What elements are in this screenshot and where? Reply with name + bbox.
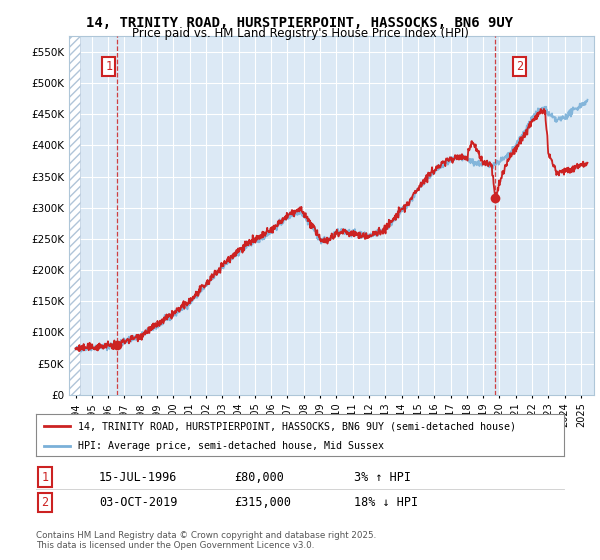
Text: HPI: Average price, semi-detached house, Mid Sussex: HPI: Average price, semi-detached house,… <box>78 441 384 451</box>
Text: 2: 2 <box>516 60 523 73</box>
Text: 1: 1 <box>105 60 112 73</box>
Text: 3% ↑ HPI: 3% ↑ HPI <box>354 470 411 484</box>
Text: 15-JUL-1996: 15-JUL-1996 <box>99 470 178 484</box>
Text: 2: 2 <box>41 496 49 509</box>
Text: 03-OCT-2019: 03-OCT-2019 <box>99 496 178 509</box>
Text: Contains HM Land Registry data © Crown copyright and database right 2025.
This d: Contains HM Land Registry data © Crown c… <box>36 531 376 550</box>
Text: £315,000: £315,000 <box>234 496 291 509</box>
Text: 14, TRINITY ROAD, HURSTPIERPOINT, HASSOCKS, BN6 9UY (semi-detached house): 14, TRINITY ROAD, HURSTPIERPOINT, HASSOC… <box>78 421 516 431</box>
Text: 14, TRINITY ROAD, HURSTPIERPOINT, HASSOCKS, BN6 9UY: 14, TRINITY ROAD, HURSTPIERPOINT, HASSOC… <box>86 16 514 30</box>
Text: 18% ↓ HPI: 18% ↓ HPI <box>354 496 418 509</box>
Text: Price paid vs. HM Land Registry's House Price Index (HPI): Price paid vs. HM Land Registry's House … <box>131 27 469 40</box>
Text: £80,000: £80,000 <box>234 470 284 484</box>
Text: 1: 1 <box>41 470 49 484</box>
